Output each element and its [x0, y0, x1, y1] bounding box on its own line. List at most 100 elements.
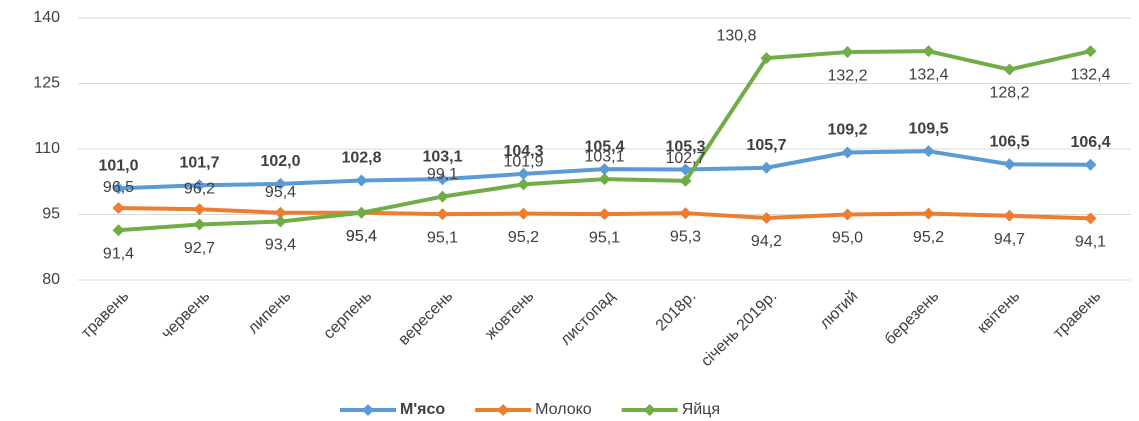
point — [274, 206, 287, 219]
point — [841, 208, 854, 221]
point — [436, 173, 449, 186]
x-tick-label: червень — [158, 288, 213, 343]
data-label: 103,1 — [422, 148, 462, 165]
data-label: 109,5 — [908, 120, 948, 137]
point — [598, 163, 611, 176]
data-label: 95,4 — [346, 228, 377, 245]
data-label: 94,1 — [1075, 234, 1106, 251]
data-label: 93,4 — [265, 237, 296, 254]
data-label: 109,2 — [827, 122, 867, 139]
data-label: 99,1 — [427, 166, 458, 183]
point — [1084, 212, 1097, 225]
point — [1003, 63, 1016, 76]
legend-marker — [497, 404, 510, 416]
data-label: 94,7 — [994, 231, 1025, 248]
point — [1084, 158, 1097, 171]
point — [679, 163, 692, 176]
point — [193, 218, 206, 231]
data-label: 95,1 — [589, 229, 620, 246]
point — [274, 177, 287, 190]
point — [760, 52, 773, 65]
point — [922, 45, 935, 58]
data-label: 128,2 — [989, 85, 1029, 102]
x-tick-label: січень 2019р. — [698, 288, 780, 370]
point — [112, 201, 125, 214]
data-label: 104,3 — [503, 143, 543, 160]
y-tick-label: 125 — [33, 75, 60, 92]
point — [436, 208, 449, 221]
data-label: 103,1 — [584, 148, 624, 165]
point — [517, 178, 530, 191]
x-tick-label: березень — [882, 288, 943, 349]
x-tick-label: квітень — [974, 288, 1023, 337]
x-tick-label: жовтень — [482, 288, 537, 343]
data-label: 102,8 — [341, 150, 381, 167]
data-label: 105,7 — [746, 137, 786, 154]
data-label: 132,4 — [1070, 66, 1110, 83]
data-label: 130,8 — [716, 27, 756, 44]
data-label: 96,2 — [184, 180, 215, 197]
point — [760, 211, 773, 224]
point — [517, 167, 530, 180]
point — [112, 182, 125, 195]
data-label: 132,2 — [827, 67, 867, 84]
data-label: 95,4 — [265, 184, 296, 201]
point — [922, 145, 935, 158]
x-tick-label: листопад — [557, 287, 618, 348]
x-tick-label: 2018р. — [653, 288, 700, 335]
point — [841, 146, 854, 159]
point — [436, 190, 449, 203]
data-label: 91,4 — [103, 245, 134, 262]
point — [517, 207, 530, 220]
legend-marker — [643, 404, 656, 416]
x-tick-label: вересень — [395, 288, 456, 349]
data-label: 132,4 — [908, 66, 948, 83]
data-label: 92,7 — [184, 240, 215, 257]
data-label: 102,0 — [260, 153, 300, 170]
x-tick-label: липень — [245, 288, 295, 338]
data-label: 94,2 — [751, 233, 782, 250]
x-tick-label: серпень — [320, 288, 375, 343]
y-tick-label: 80 — [42, 271, 60, 288]
data-label: 105,3 — [665, 139, 705, 156]
data-label: 95,2 — [508, 229, 539, 246]
point — [355, 206, 368, 219]
point — [112, 224, 125, 237]
x-tick-label: травень — [78, 288, 132, 342]
point — [193, 179, 206, 192]
data-label: 95,1 — [427, 229, 458, 246]
point — [598, 208, 611, 221]
x-tick-label: лютий — [817, 288, 862, 333]
data-label: 95,4 — [346, 228, 377, 245]
data-label: 101,0 — [98, 158, 138, 175]
data-label: 106,4 — [1070, 134, 1110, 151]
point — [1003, 209, 1016, 222]
point — [355, 174, 368, 187]
point — [598, 173, 611, 186]
data-label: 101,9 — [503, 154, 543, 171]
y-tick-label: 95 — [42, 206, 60, 223]
point — [922, 207, 935, 220]
legend-label: М'ясо — [400, 401, 445, 418]
y-tick-label: 110 — [34, 140, 60, 157]
data-label: 96,5 — [103, 179, 134, 196]
point — [679, 207, 692, 220]
data-label: 95,0 — [832, 230, 863, 247]
data-label: 95,2 — [913, 229, 944, 246]
point — [679, 174, 692, 187]
point — [1084, 45, 1097, 58]
data-label: 101,7 — [179, 154, 219, 171]
point — [193, 203, 206, 216]
point — [1003, 158, 1016, 171]
y-tick-label: 140 — [33, 9, 60, 26]
legend-label: Молоко — [535, 401, 592, 418]
data-label: 106,5 — [989, 134, 1029, 151]
data-label: 95,3 — [670, 228, 701, 245]
data-label: 105,4 — [584, 138, 624, 155]
point — [841, 46, 854, 59]
point — [274, 215, 287, 228]
data-label: 102,7 — [665, 150, 705, 167]
legend-marker — [362, 404, 374, 416]
legend-label: Яйця — [682, 401, 720, 418]
